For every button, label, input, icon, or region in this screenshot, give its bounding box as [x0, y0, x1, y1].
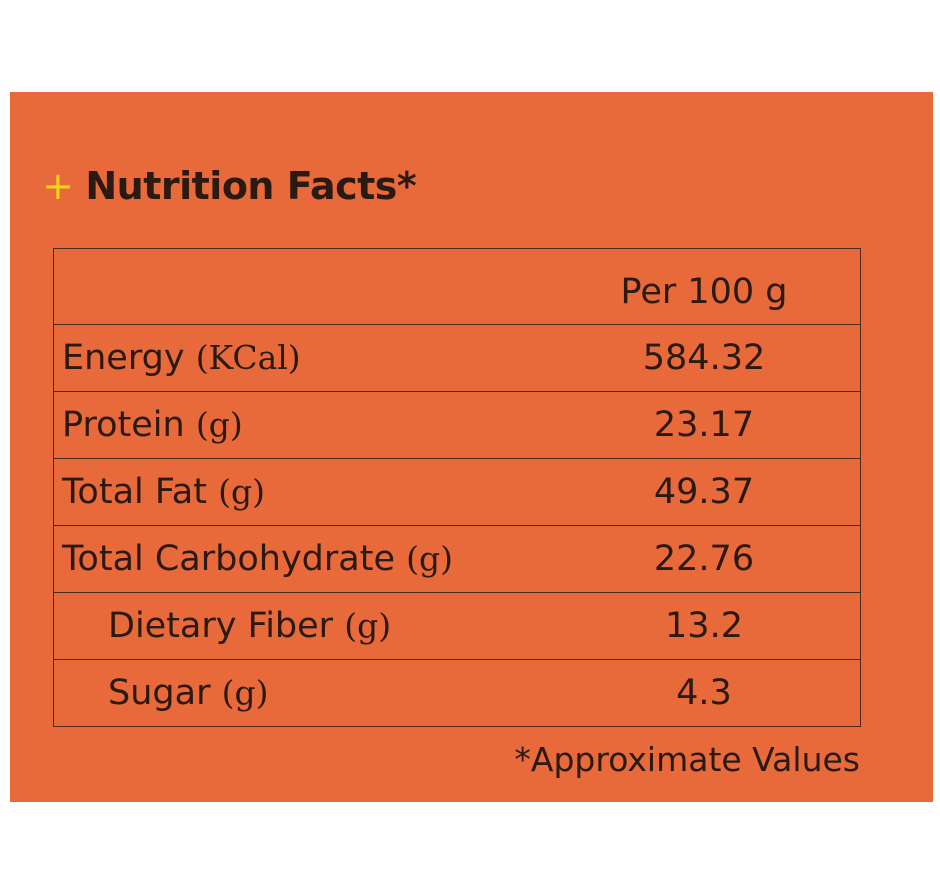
table-row: Sugar (g) 4.3 — [54, 659, 860, 726]
row-label: Protein — [62, 405, 185, 445]
row-label: Total Fat — [62, 472, 207, 512]
row-unit: (g) — [195, 405, 243, 444]
row-value: 22.76 — [653, 539, 755, 579]
row-label-cell: Total Fat (g) — [62, 459, 265, 525]
row-value: 23.17 — [653, 405, 755, 445]
row-unit: (g) — [221, 673, 269, 712]
row-label: Energy — [62, 338, 185, 378]
table-row: Total Fat (g) 49.37 — [54, 458, 860, 525]
column-header: Per 100 g — [620, 272, 788, 312]
row-label: Total Carbohydrate — [62, 539, 395, 579]
table-row: Energy (KCal) 584.32 — [54, 324, 860, 391]
row-label-cell: Energy (KCal) — [62, 325, 301, 391]
row-label-cell: Protein (g) — [62, 392, 243, 458]
title: Nutrition Facts* — [85, 164, 417, 208]
nutrition-table: Per 100 g Energy (KCal) 584.32 Protein (g)… — [53, 248, 861, 727]
title-row: + Nutrition Facts* — [42, 164, 417, 208]
footnote: *Approximate Values — [514, 740, 860, 779]
row-label-cell: Total Carbohydrate (g) — [62, 526, 453, 592]
row-unit: (g) — [218, 472, 265, 511]
row-label-cell: Sugar (g) — [108, 660, 268, 726]
row-value: 49.37 — [653, 472, 755, 512]
row-unit: (KCal) — [195, 338, 301, 377]
row-unit: (g) — [344, 606, 392, 645]
table-row: Total Carbohydrate (g) 22.76 — [54, 525, 860, 592]
marker: + — [42, 164, 74, 208]
row-label-cell: Dietary Fiber (g) — [108, 593, 391, 659]
header-row: Per 100 g — [54, 249, 860, 324]
table-row: Dietary Fiber (g) 13.2 — [54, 592, 860, 659]
row-value: 4.3 — [676, 673, 732, 713]
row-label: Sugar — [108, 673, 211, 713]
row-value: 584.32 — [642, 338, 766, 378]
row-label: Dietary Fiber — [108, 606, 334, 646]
row-value: 13.2 — [665, 606, 743, 646]
row-unit: (g) — [406, 539, 453, 578]
nutrition-panel: + Nutrition Facts* Per 100 g Energy (KCal… — [10, 92, 933, 802]
table-row: Protein (g) 23.17 — [54, 391, 860, 458]
